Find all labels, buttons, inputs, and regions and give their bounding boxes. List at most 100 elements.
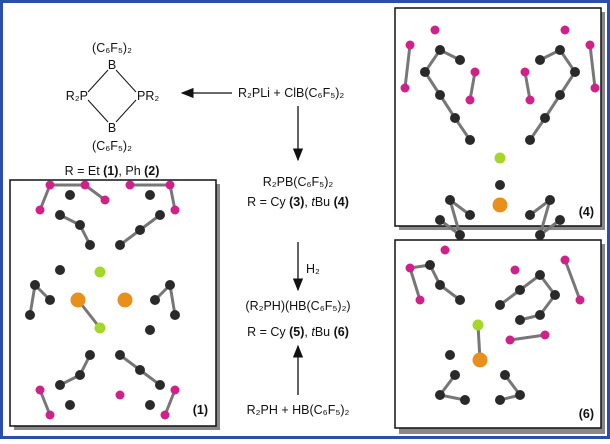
atom [165, 280, 175, 290]
atom [71, 293, 86, 308]
atom [85, 350, 95, 360]
substituent: (C₆F₅)₂ [92, 139, 132, 153]
atom [525, 210, 535, 220]
atom [118, 293, 133, 308]
atom [126, 181, 135, 190]
atom [555, 45, 565, 55]
atom [170, 310, 180, 320]
atom [115, 240, 125, 250]
atom [525, 135, 535, 145]
atom [46, 411, 55, 420]
atom [135, 225, 145, 235]
atom [445, 350, 455, 360]
atom [455, 230, 465, 240]
panel-label: (6) [579, 407, 594, 421]
atom [493, 198, 508, 213]
atom [85, 240, 95, 250]
atom [545, 195, 555, 205]
caption: R = Cy (5), tBu (6) [247, 325, 349, 339]
atom [406, 41, 415, 50]
atom [535, 230, 545, 240]
atom [541, 331, 550, 340]
arrow-reagent: H₂ [306, 262, 320, 276]
atom [145, 325, 155, 335]
atom [515, 390, 525, 400]
atom [95, 323, 106, 334]
atom [561, 256, 570, 265]
atom [401, 84, 410, 93]
atom [431, 26, 440, 35]
panel-label: (1) [193, 403, 208, 417]
atom [515, 285, 525, 295]
atom [460, 395, 470, 405]
atom [420, 67, 430, 77]
atom [171, 206, 180, 215]
atom [435, 280, 445, 290]
atom [471, 68, 480, 77]
atom [435, 215, 445, 225]
atom [95, 267, 106, 278]
atom [55, 265, 65, 275]
atom [576, 296, 585, 305]
scheme: (C₆F₅)₂ B R₂P PR₂ B (C₆F₅)₂ R = Et (1), … [0, 0, 610, 439]
atom [586, 41, 595, 50]
atom [36, 206, 45, 215]
atom [135, 365, 145, 375]
atom [535, 270, 545, 280]
atom [455, 55, 465, 65]
atom [535, 55, 545, 65]
atom [506, 336, 515, 345]
substituent: (C₆F₅)₂ [92, 41, 132, 55]
atom [45, 295, 55, 305]
atom [500, 370, 510, 380]
atom [550, 290, 560, 300]
atom [570, 67, 580, 77]
atom [473, 353, 488, 368]
atom [435, 45, 445, 55]
atom [166, 181, 175, 190]
group: R₂P [66, 89, 88, 103]
atom [65, 400, 75, 410]
atom [521, 68, 530, 77]
atom [75, 220, 85, 230]
atom [561, 26, 570, 35]
atom [406, 264, 415, 273]
atom [55, 210, 65, 220]
atom [46, 181, 55, 190]
atom [25, 310, 35, 320]
atom [81, 181, 90, 190]
atom [101, 196, 110, 205]
atom [425, 260, 435, 270]
atom [450, 370, 460, 380]
atom [75, 370, 85, 380]
reagents: R₂PLi + ClB(C₆F₅)₂ [238, 86, 344, 100]
atom [150, 295, 160, 305]
atom [435, 390, 445, 400]
atom [455, 295, 465, 305]
atom [495, 300, 505, 310]
atom [466, 96, 475, 105]
atom [155, 380, 165, 390]
caption: R = Et (1), Ph (2) [65, 164, 160, 178]
atom [115, 350, 125, 360]
atom [526, 96, 535, 105]
atom [473, 320, 484, 331]
product: (R₂PH)(HB(C₆F₅)₂) [245, 299, 350, 313]
atom [555, 90, 565, 100]
atom [535, 310, 545, 320]
group: PR₂ [137, 89, 159, 103]
caption: R = Cy (3), tBu (4) [247, 195, 349, 209]
atom [515, 315, 525, 325]
panel-label: (4) [579, 205, 594, 219]
atom [416, 296, 425, 305]
atom: B [108, 58, 116, 72]
atom [441, 246, 450, 255]
atom [116, 391, 125, 400]
atom [145, 400, 155, 410]
atom [435, 90, 445, 100]
atom [155, 210, 165, 220]
reagents: R₂PH + HB(C₆F₅)₂ [247, 403, 350, 417]
atom [495, 395, 505, 405]
atom [55, 380, 65, 390]
atom [495, 180, 505, 190]
